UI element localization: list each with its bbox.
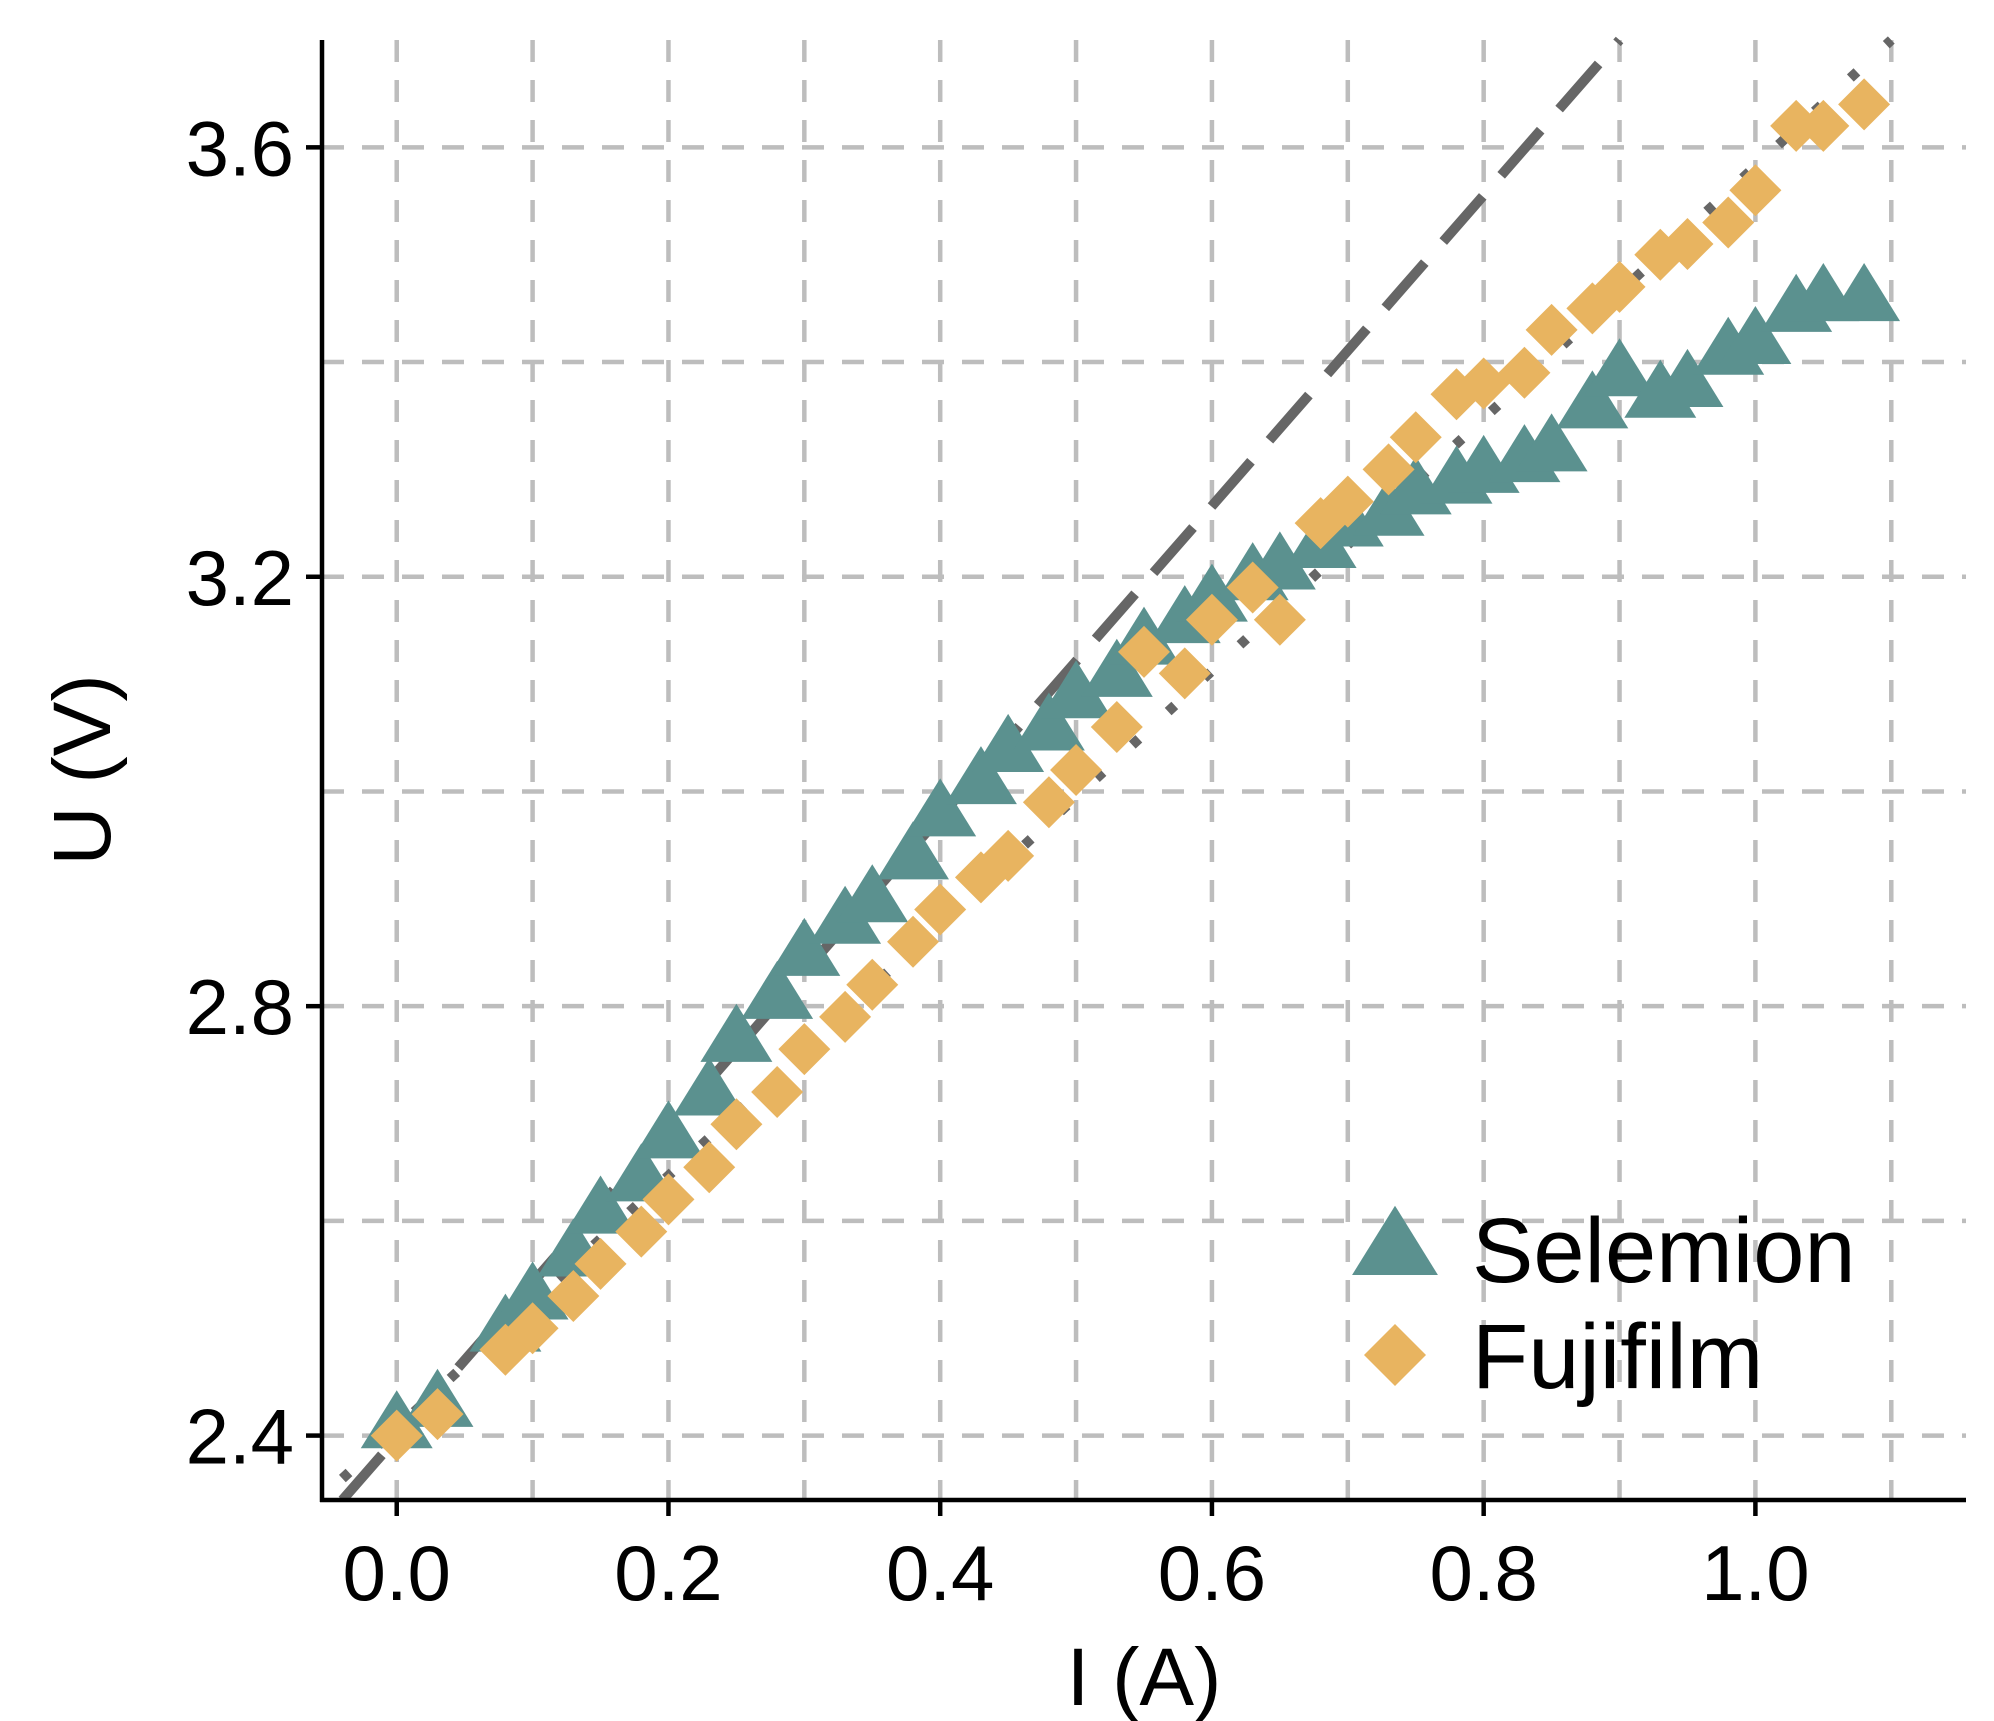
x-tick-label: 0.0	[343, 1529, 451, 1617]
fujifilm-point	[1321, 475, 1374, 528]
fujifilm-point	[1226, 561, 1279, 614]
grid	[322, 40, 1966, 1500]
fujifilm-point	[506, 1302, 559, 1355]
selemion-point	[972, 713, 1045, 772]
fujifilm-point	[819, 990, 872, 1043]
selemion-point	[673, 1057, 746, 1116]
selemion-point	[1175, 563, 1248, 622]
fujifilm-point	[370, 1409, 423, 1462]
axes	[306, 40, 1966, 1516]
fujifilm-point	[887, 915, 940, 968]
fujifilm-point	[1838, 78, 1891, 131]
selemion-point	[1651, 348, 1724, 407]
legend-symbol-selemion	[1352, 1205, 1438, 1275]
fujifilm-point	[1185, 593, 1238, 646]
data-points	[360, 78, 1901, 1462]
fujifilm-point	[1050, 744, 1103, 796]
selemion-point	[1040, 660, 1113, 719]
fujifilm-point	[846, 958, 899, 1011]
fujifilm-point	[1362, 443, 1415, 496]
fujifilm-point	[1661, 217, 1714, 270]
x-tick-label: 1.0	[1701, 1529, 1809, 1617]
fujifilm-point	[1525, 303, 1578, 356]
fujifilm-point	[683, 1141, 736, 1194]
fujifilm-point	[1158, 647, 1211, 700]
selemion-point	[768, 917, 841, 976]
tick-labels: 0.0 0.2 0.4 0.6 0.8 1.0 2.4 2.8 3.2 3.6	[186, 104, 1810, 1617]
fujifilm-point	[574, 1237, 627, 1290]
selemion-point	[700, 1003, 773, 1062]
selemion-point	[944, 746, 1017, 805]
legend: Selemion Fujifilm	[1352, 1200, 1856, 1408]
fujifilm-point	[1090, 701, 1143, 754]
fujifilm-point	[778, 1023, 831, 1076]
fujifilm-point	[1294, 497, 1347, 550]
fujifilm-point	[1253, 593, 1306, 646]
y-tick-label: 3.2	[186, 534, 294, 622]
fujifilm-point	[1389, 411, 1442, 464]
fujifilm-point	[547, 1270, 600, 1323]
fujifilm-point	[1770, 99, 1823, 152]
series-fujifilm	[370, 78, 1891, 1462]
selemion-point	[1515, 413, 1588, 472]
fujifilm-point	[1457, 357, 1510, 410]
selemion-point	[836, 864, 909, 923]
x-tick-label: 0.6	[1158, 1529, 1266, 1617]
fujifilm-point	[479, 1323, 532, 1376]
legend-label-selemion: Selemion	[1472, 1200, 1856, 1302]
fujifilm-point	[1593, 260, 1646, 313]
selemion-point	[1012, 692, 1085, 751]
x-tick-label: 0.4	[886, 1529, 994, 1617]
fujifilm-point	[615, 1205, 668, 1258]
fujifilm-point	[1797, 99, 1850, 152]
fujifilm-point	[914, 883, 967, 936]
fujifilm-point	[642, 1173, 695, 1226]
x-tick-label: 0.2	[614, 1529, 722, 1617]
selemion-point	[1556, 370, 1629, 429]
selemion-point	[1828, 263, 1901, 322]
fujifilm-point	[1498, 346, 1551, 399]
fujifilm-point	[1702, 196, 1755, 249]
selemion-point	[904, 778, 977, 837]
x-tick-label: 0.8	[1429, 1529, 1537, 1617]
selemion-point	[496, 1261, 569, 1320]
fujifilm-point	[1729, 164, 1782, 217]
fujifilm-point	[1118, 625, 1170, 678]
fujifilm-point	[710, 1098, 763, 1151]
selemion-point	[877, 821, 949, 880]
y-tick-label: 3.6	[186, 104, 294, 192]
fujifilm-point	[982, 829, 1035, 882]
fujifilm-point	[1022, 776, 1075, 829]
selemion-point	[632, 1100, 705, 1159]
selemion-point	[1080, 638, 1153, 697]
y-tick-label: 2.4	[186, 1393, 294, 1481]
selemion-point	[1583, 338, 1656, 397]
fujifilm-point	[751, 1066, 804, 1119]
x-axis-title: I (A)	[1067, 1632, 1222, 1721]
selemion-point	[741, 960, 814, 1019]
selemion-point	[1719, 305, 1792, 365]
y-axis-title: U (V)	[37, 674, 128, 865]
legend-label-fujifilm: Fujifilm	[1472, 1306, 1763, 1408]
fujifilm-point	[411, 1388, 464, 1441]
legend-symbol-fujifilm	[1364, 1324, 1426, 1386]
y-tick-label: 2.8	[186, 963, 294, 1051]
selemion-point	[564, 1175, 637, 1234]
